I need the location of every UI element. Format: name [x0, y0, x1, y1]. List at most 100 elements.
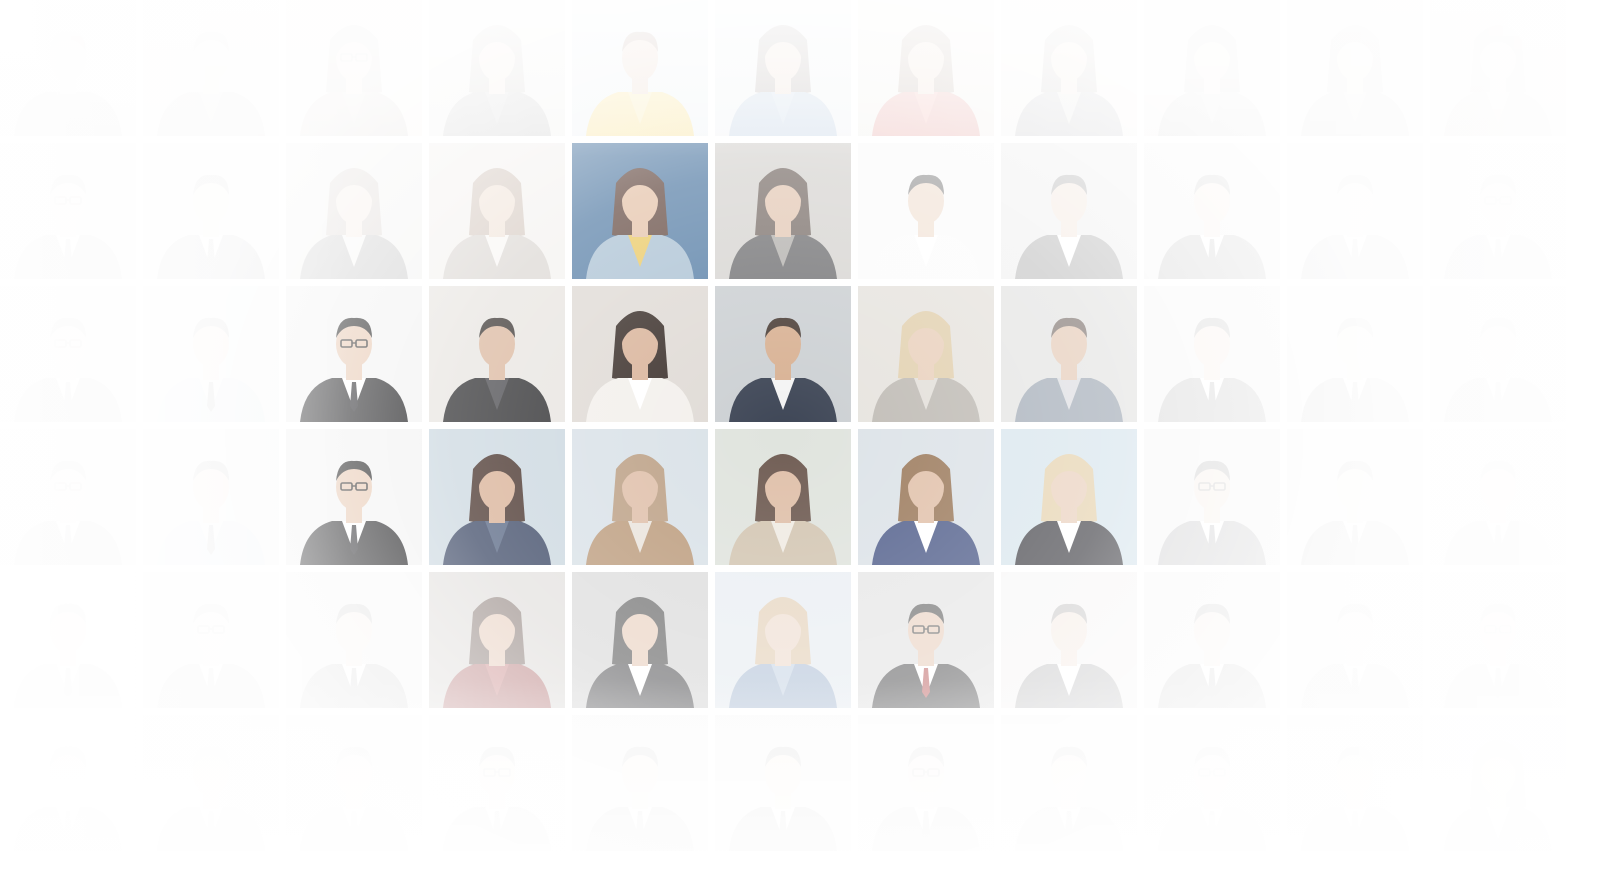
portrait-tile	[1287, 715, 1423, 851]
portrait-tile	[715, 0, 851, 136]
portrait-tile	[143, 572, 279, 708]
portrait-image	[572, 429, 708, 565]
portrait-image	[1144, 0, 1280, 136]
portrait-tile	[143, 286, 279, 422]
portrait-image	[1144, 572, 1280, 708]
portrait-image	[286, 429, 422, 565]
portrait-tile	[0, 0, 136, 136]
portrait-tile	[1001, 143, 1137, 279]
portrait-image	[1430, 143, 1566, 279]
portrait-tile	[286, 0, 422, 136]
portrait-image	[572, 572, 708, 708]
portrait-image	[429, 572, 565, 708]
portrait-image	[1144, 143, 1280, 279]
portrait-image	[1001, 572, 1137, 708]
portrait-tile	[858, 0, 994, 136]
portrait-image	[429, 143, 565, 279]
portrait-tile	[1287, 429, 1423, 565]
portrait-image	[858, 143, 994, 279]
portrait-image	[572, 286, 708, 422]
portrait-tile	[572, 715, 708, 851]
portrait-tile	[1144, 429, 1280, 565]
portrait-image	[1001, 143, 1137, 279]
portrait-image	[1287, 143, 1423, 279]
portrait-tile	[286, 429, 422, 565]
portrait-tile	[858, 143, 994, 279]
portrait-image	[1287, 0, 1423, 136]
portrait-image	[1430, 286, 1566, 422]
portrait-tile	[429, 715, 565, 851]
portrait-image	[143, 286, 279, 422]
portrait-image	[1430, 572, 1566, 708]
portrait-tile	[1144, 0, 1280, 136]
portrait-tile	[715, 286, 851, 422]
portrait-tile	[1001, 429, 1137, 565]
portrait-tile	[858, 429, 994, 565]
portrait-tile	[1430, 286, 1566, 422]
portrait-tile	[715, 572, 851, 708]
portrait-tile	[0, 572, 136, 708]
portrait-image	[429, 286, 565, 422]
portrait-image	[858, 572, 994, 708]
portrait-tile	[429, 429, 565, 565]
portrait-tile	[1144, 286, 1280, 422]
portrait-tile	[858, 572, 994, 708]
portrait-tile	[1287, 143, 1423, 279]
portrait-tile	[143, 0, 279, 136]
portrait-tile	[429, 0, 565, 136]
portrait-tile	[0, 429, 136, 565]
portrait-image	[715, 429, 851, 565]
portrait-tile	[1287, 286, 1423, 422]
portrait-tile	[1001, 286, 1137, 422]
portrait-tile	[1001, 715, 1137, 851]
portrait-image	[286, 572, 422, 708]
portrait-tile	[0, 143, 136, 279]
portrait-image	[1287, 715, 1423, 851]
portrait-image	[286, 715, 422, 851]
portrait-tile	[286, 715, 422, 851]
portrait-tile	[0, 715, 136, 851]
portrait-image	[858, 0, 994, 136]
portrait-image	[572, 0, 708, 136]
portrait-image	[1001, 286, 1137, 422]
portrait-image	[1001, 0, 1137, 136]
portrait-tile	[1430, 715, 1566, 851]
portrait-image	[1430, 429, 1566, 565]
portrait-tile	[572, 286, 708, 422]
portrait-image	[143, 715, 279, 851]
portrait-tile	[1287, 572, 1423, 708]
portrait-image	[1144, 715, 1280, 851]
portrait-tile	[1430, 572, 1566, 708]
portrait-image	[1001, 429, 1137, 565]
portrait-tile	[143, 143, 279, 279]
portrait-tile	[715, 143, 851, 279]
portrait-image	[143, 0, 279, 136]
portrait-tile	[0, 286, 136, 422]
portrait-image	[143, 143, 279, 279]
portrait-image	[429, 715, 565, 851]
portrait-image	[1287, 429, 1423, 565]
portrait-image	[858, 286, 994, 422]
portrait-image	[1430, 715, 1566, 851]
portrait-image	[0, 715, 136, 851]
portrait-tile	[286, 143, 422, 279]
portrait-image	[286, 143, 422, 279]
portrait-tile	[429, 143, 565, 279]
portrait-tile	[1430, 143, 1566, 279]
portrait-tile	[858, 286, 994, 422]
portrait-image	[858, 715, 994, 851]
portrait-tile	[572, 0, 708, 136]
portrait-tile	[286, 572, 422, 708]
portrait-image	[715, 286, 851, 422]
portrait-tile	[715, 429, 851, 565]
portrait-tile	[429, 572, 565, 708]
portrait-image	[286, 286, 422, 422]
portrait-image	[858, 429, 994, 565]
portrait-tile	[572, 429, 708, 565]
portrait-image	[715, 572, 851, 708]
portrait-tile	[572, 572, 708, 708]
portrait-tile	[143, 715, 279, 851]
portrait-image	[0, 143, 136, 279]
portrait-image	[286, 0, 422, 136]
